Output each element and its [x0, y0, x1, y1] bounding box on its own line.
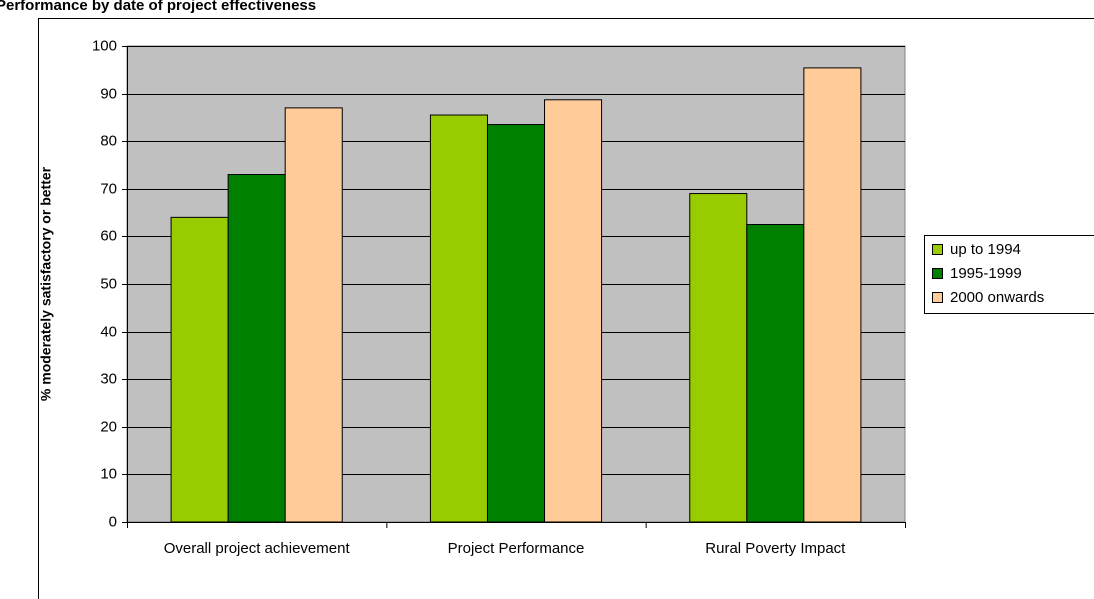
y-tick-label: 30: [100, 370, 117, 387]
bar: [429, 114, 488, 523]
chart-frame: [38, 18, 1094, 599]
legend-label: up to 1994: [950, 241, 1021, 258]
y-tick-label: 90: [100, 85, 117, 102]
bar: [803, 67, 862, 523]
legend-box: [924, 235, 1094, 314]
y-tick-label: 10: [100, 465, 117, 482]
legend-swatch: [932, 244, 943, 255]
legend-label: 1995-1999: [950, 265, 1022, 282]
bar: [227, 174, 286, 523]
y-tick-label: 50: [100, 275, 117, 292]
legend-swatch: [932, 292, 943, 303]
bar: [746, 224, 805, 523]
y-tick-label: 20: [100, 418, 117, 435]
chart-title: Performance by date of project effective…: [0, 0, 316, 14]
bar: [544, 99, 603, 523]
y-tick-label: 40: [100, 323, 117, 340]
y-tick-label: 60: [100, 227, 117, 244]
y-tick-label: 70: [100, 180, 117, 197]
x-tick-label: Project Performance: [447, 540, 585, 557]
bar: [284, 107, 343, 523]
legend-label: 2000 onwards: [950, 289, 1044, 306]
x-tick-label: Overall project achievement: [163, 540, 350, 557]
bar: [170, 216, 229, 523]
y-axis-label: % moderately satisfactory or better: [38, 166, 54, 401]
legend-swatch: [932, 268, 943, 279]
y-tick-label: 0: [109, 513, 117, 530]
bar: [689, 193, 748, 523]
bar: [486, 124, 546, 523]
x-tick-label: Rural Poverty Impact: [705, 540, 846, 557]
y-tick-label: 80: [100, 132, 117, 149]
y-tick-label: 100: [92, 37, 117, 54]
